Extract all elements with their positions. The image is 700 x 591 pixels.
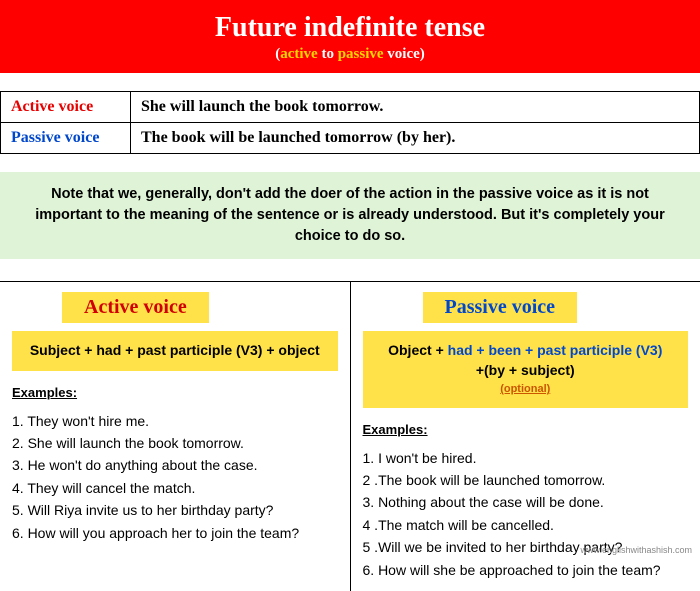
passive-examples-list: 1. I won't be hired. 2 .The book will be…	[363, 447, 689, 581]
formula-text: +(by + subject)	[476, 362, 575, 378]
header-banner: Future indefinite tense (active to passi…	[0, 0, 700, 73]
active-examples-list: 1. They won't hire me. 2. She will launc…	[12, 410, 338, 544]
passive-voice-title: Passive voice	[423, 292, 578, 323]
active-voice-title: Active voice	[62, 292, 209, 323]
active-voice-label: Active voice	[1, 92, 131, 123]
note-box: Note that we, generally, don't add the d…	[0, 172, 700, 259]
list-item: 3. Nothing about the case will be done.	[363, 491, 689, 513]
table-row: Passive voice The book will be launched …	[1, 123, 700, 154]
examples-label: Examples:	[12, 385, 338, 400]
intro-example-table: Active voice She will launch the book to…	[0, 91, 700, 154]
list-item: 3. He won't do anything about the case.	[12, 454, 338, 476]
footer-url: www.englishwithashish.com	[580, 545, 692, 555]
list-item: 6. How will you approach her to join the…	[12, 522, 338, 544]
list-item: 1. I won't be hired.	[363, 447, 689, 469]
table-row: Active voice She will launch the book to…	[1, 92, 700, 123]
page-title: Future indefinite tense	[0, 12, 700, 44]
list-item: 2 .The book will be launched tomorrow.	[363, 469, 689, 491]
list-item: 1. They won't hire me.	[12, 410, 338, 432]
list-item: 6. How will she be approached to join th…	[363, 559, 689, 581]
passive-voice-label: Passive voice	[1, 123, 131, 154]
active-formula: Subject + had + past participle (V3) + o…	[12, 331, 338, 371]
list-item: 2. She will launch the book tomorrow.	[12, 432, 338, 454]
active-voice-sentence: She will launch the book tomorrow.	[131, 92, 700, 123]
passive-voice-sentence: The book will be launched tomorrow (by h…	[131, 123, 700, 154]
active-voice-column: Active voice Subject + had + past partic…	[0, 282, 351, 591]
subtitle: (active to passive voice)	[0, 46, 700, 63]
passive-formula: Object + had + been + past participle (V…	[363, 331, 689, 408]
formula-optional: (optional)	[369, 382, 683, 397]
formula-text: Object +	[388, 342, 448, 358]
formula-highlight: had + been + past participle (V3)	[448, 342, 663, 358]
list-item: 4. They will cancel the match.	[12, 477, 338, 499]
list-item: 4 .The match will be cancelled.	[363, 514, 689, 536]
list-item: 5. Will Riya invite us to her birthday p…	[12, 499, 338, 521]
examples-label: Examples:	[363, 422, 689, 437]
